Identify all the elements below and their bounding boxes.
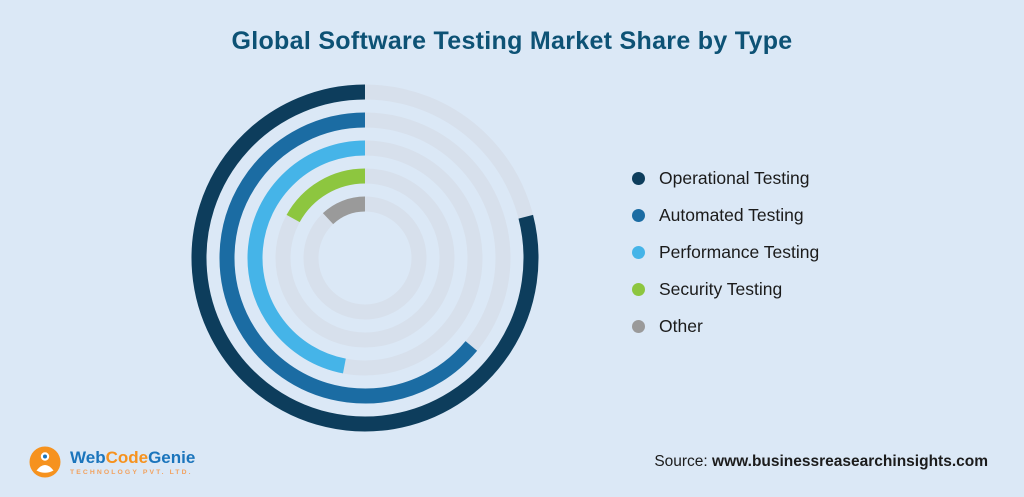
radial-chart [191,84,539,432]
legend-dot-icon [632,283,645,296]
legend-dot-icon [632,246,645,259]
ring-arc-operational-testing [191,84,539,432]
webcodegenie-logo: WebCodeGenie TECHNOLOGY PVT. LTD. [28,445,195,479]
legend-label: Other [659,316,703,336]
logo-text: WebCodeGenie TECHNOLOGY PVT. LTD. [70,447,196,476]
ring-arc-automated-testing [219,112,478,404]
ring-arc-other [322,196,366,225]
ring-arc-performance-testing [247,140,366,374]
source-label: Source: [654,453,708,470]
legend-label: Automated Testing [659,205,804,225]
radial-chart-container [173,66,557,450]
legend-label: Performance Testing [659,242,820,262]
legend-item-security-testing: Security Testing [632,278,819,301]
chart-title: Global Software Testing Market Share by … [231,27,793,55]
logo-name-web: Web [70,447,106,467]
legend-item-operational-testing: Operational Testing [632,167,819,190]
legend-item-performance-testing: Performance Testing [632,241,819,264]
logo-name-genie: Genie [148,447,196,467]
source-attribution: Source: www.businessreasearchinsights.co… [654,453,988,471]
legend-label: Security Testing [659,279,783,299]
legend-item-automated-testing: Automated Testing [632,204,819,227]
legend-dot-icon [632,209,645,222]
chart-legend: Operational Testing Automated Testing Pe… [632,167,819,352]
logo-tagline: TECHNOLOGY PVT. LTD. [70,468,193,476]
ring-track-4 [303,196,427,320]
legend-dot-icon [632,172,645,185]
source-url: www.businessreasearchinsights.com [712,453,988,470]
logo-name: WebCodeGenie [70,447,196,467]
webcodegenie-logo-icon [29,446,61,478]
legend-dot-icon [632,320,645,333]
ring-arc-security-testing [286,168,366,223]
legend-label: Operational Testing [659,168,810,188]
legend-item-other: Other [632,315,819,338]
logo-name-code: Code [105,447,149,467]
